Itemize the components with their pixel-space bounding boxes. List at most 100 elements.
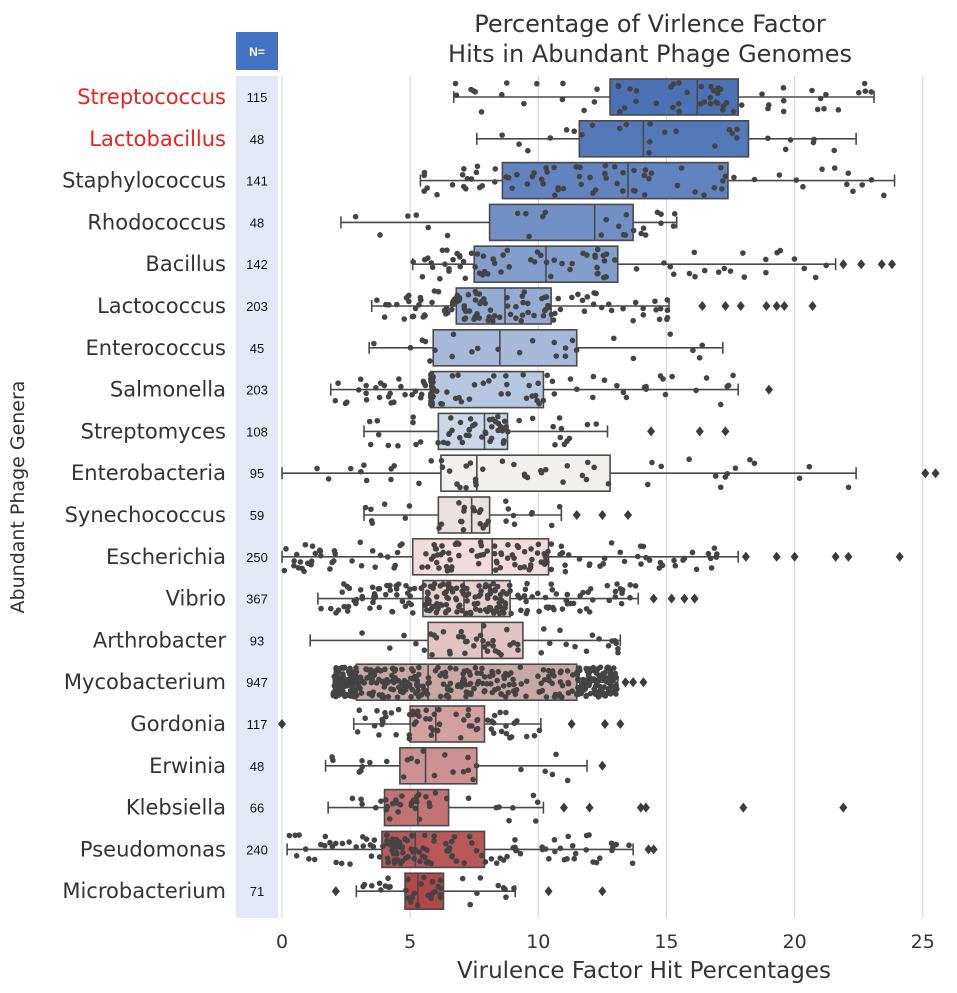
swarm-point	[515, 544, 522, 551]
swarm-point	[446, 265, 452, 272]
n-value: 48	[250, 759, 264, 774]
swarm-point	[331, 690, 338, 697]
swarm-point	[615, 645, 621, 652]
swarm-point	[416, 301, 422, 308]
swarm-point	[416, 849, 422, 855]
swarm-point	[499, 458, 506, 465]
swarm-point	[384, 855, 391, 862]
swarm-point	[596, 636, 602, 642]
swarm-point	[399, 666, 405, 673]
swarm-point	[446, 845, 453, 851]
swarm-point	[777, 247, 784, 254]
swarm-point	[385, 859, 391, 866]
swarm-point	[440, 549, 446, 556]
swarm-point	[417, 439, 424, 445]
swarm-point	[573, 670, 580, 677]
genus-label: Escherichia	[106, 545, 226, 569]
swarm-point	[448, 306, 455, 313]
swarm-point	[339, 589, 346, 595]
swarm-point	[780, 85, 787, 91]
swarm-point	[850, 188, 856, 195]
swarm-point	[646, 150, 652, 156]
swarm-point	[500, 252, 506, 258]
swarm-point	[431, 772, 438, 779]
swarm-point	[545, 302, 551, 309]
swarm-point	[551, 257, 558, 263]
swarm-point	[496, 314, 503, 320]
n-value: 48	[250, 132, 264, 147]
swarm-point	[562, 353, 569, 359]
swarm-point	[621, 105, 628, 111]
swarm-point	[428, 724, 434, 731]
swarm-point	[459, 171, 466, 178]
x-axis-label: Virulence Factor Hit Percentages	[457, 958, 831, 984]
swarm-point	[646, 175, 652, 182]
swarm-point	[374, 417, 381, 424]
swarm-point	[446, 431, 452, 438]
swarm-point	[429, 387, 436, 394]
swarm-point	[501, 675, 508, 682]
swarm-point	[586, 672, 592, 679]
n-value: 117	[247, 717, 268, 732]
swarm-point	[586, 680, 593, 687]
swarm-point	[564, 438, 570, 444]
swarm-point	[367, 441, 374, 448]
swarm-point	[414, 678, 421, 684]
swarm-point	[345, 668, 352, 675]
swarm-point	[586, 562, 593, 569]
swarm-point	[412, 805, 419, 812]
swarm-point	[511, 885, 517, 891]
swarm-point	[410, 849, 417, 855]
swarm-point	[490, 720, 497, 726]
swarm-point	[480, 638, 486, 644]
swarm-point	[426, 800, 432, 806]
swarm-point	[647, 121, 653, 127]
swarm-point	[593, 290, 599, 297]
swarm-point	[580, 589, 586, 596]
swarm-point	[667, 331, 674, 337]
swarm-point	[461, 166, 467, 172]
swarm-point	[606, 597, 613, 604]
swarm-point	[387, 582, 393, 589]
swarm-point	[503, 373, 509, 379]
swarm-point	[609, 638, 615, 644]
swarm-point	[557, 845, 564, 852]
swarm-point	[437, 275, 443, 282]
swarm-point	[391, 857, 398, 863]
outlier-marker	[644, 844, 653, 855]
swarm-point	[491, 543, 498, 549]
swarm-point	[429, 878, 436, 885]
outlier-marker	[636, 802, 645, 813]
swarm-point	[540, 397, 547, 404]
swarm-point	[494, 559, 500, 566]
swarm-point	[385, 693, 392, 700]
swarm-point	[523, 678, 530, 685]
swarm-point	[660, 376, 666, 382]
swarm-point	[796, 475, 803, 482]
swarm-point	[471, 685, 477, 692]
outlier-marker	[739, 802, 748, 813]
swarm-point	[330, 558, 337, 564]
swarm-point	[382, 709, 388, 716]
swarm-point	[432, 668, 439, 674]
swarm-point	[359, 630, 365, 636]
genus-label: Lactococcus	[97, 294, 226, 318]
swarm-point	[401, 677, 408, 684]
swarm-point	[286, 832, 293, 839]
swarm-point	[333, 859, 339, 866]
outlier-marker	[600, 719, 609, 729]
swarm-point	[505, 689, 512, 696]
outlier-marker	[831, 551, 840, 562]
swarm-point	[747, 456, 753, 463]
swarm-point	[592, 252, 598, 259]
swarm-point	[401, 316, 408, 322]
swarm-point	[511, 521, 518, 528]
swarm-point	[693, 566, 700, 573]
swarm-point	[480, 253, 487, 260]
swarm-point	[502, 498, 509, 504]
swarm-point	[599, 691, 606, 698]
swarm-point	[484, 592, 491, 599]
swarm-point	[363, 666, 369, 672]
outlier-marker	[895, 551, 904, 562]
